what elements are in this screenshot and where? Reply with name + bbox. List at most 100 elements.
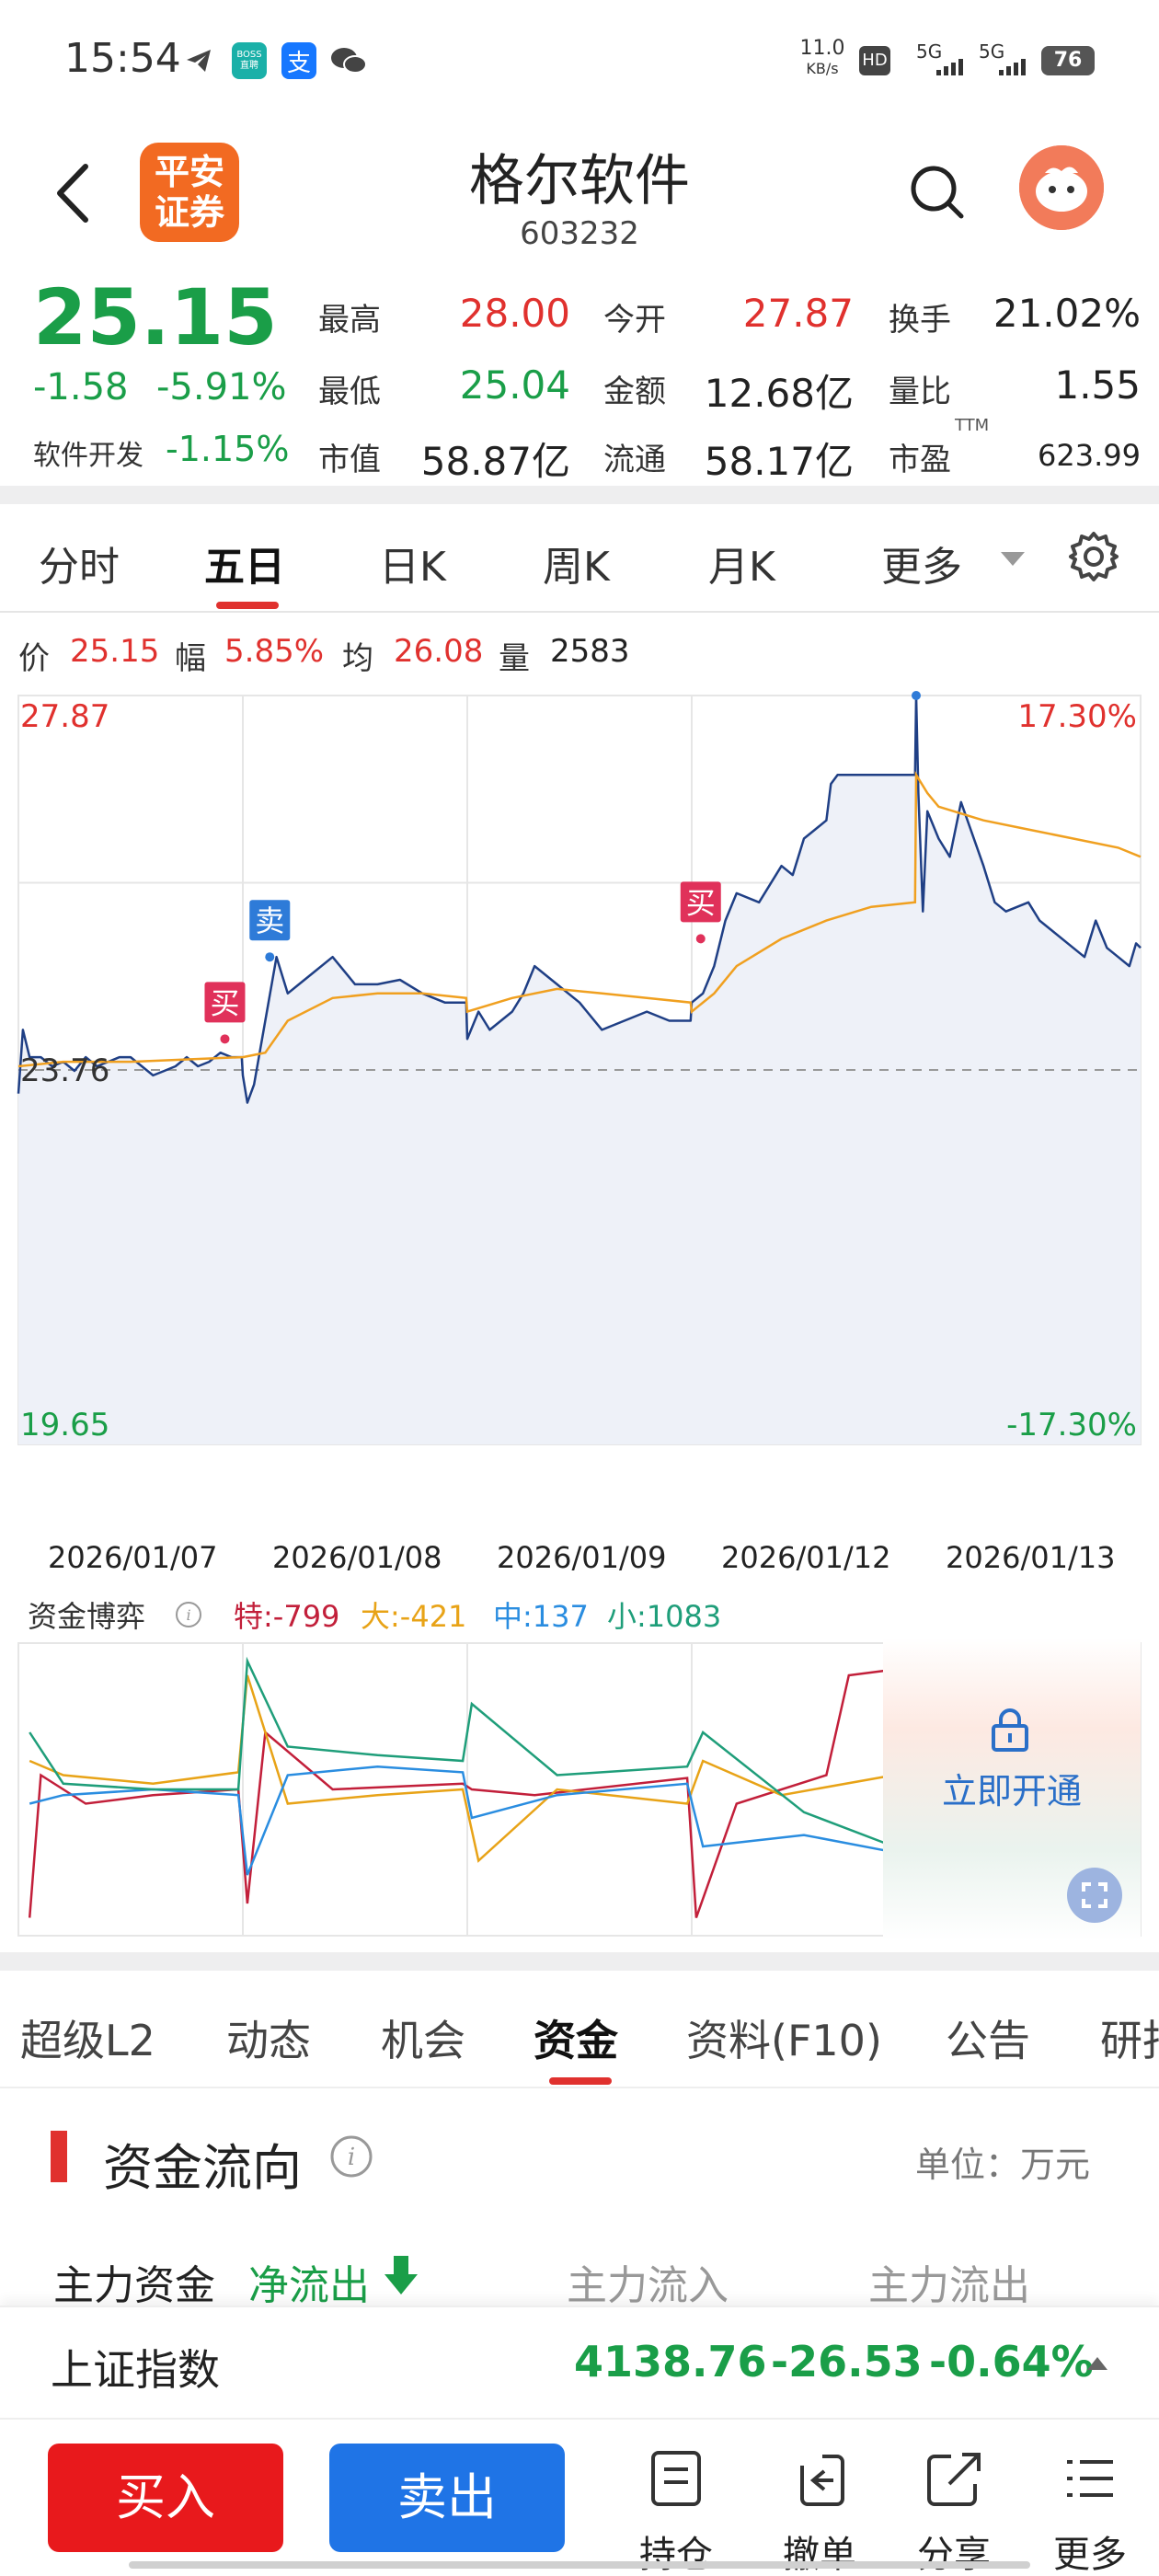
index-ticker-bar[interactable] <box>0 2306 1159 2418</box>
info-avg: 26.08 <box>394 633 484 670</box>
pe-ttm-sup: TTM <box>955 416 990 435</box>
quote-label: 最高 <box>318 302 381 339</box>
fund-line-xiao <box>29 1656 895 1848</box>
chart-tab[interactable]: 日K <box>379 544 446 591</box>
detail-tabs-divider <box>0 2087 1159 2088</box>
sell-marker: 卖 <box>912 691 921 700</box>
quote-label: 市盈 <box>889 442 951 478</box>
document-icon <box>651 2451 701 2506</box>
chart-settings-button[interactable] <box>1067 530 1120 587</box>
sector-label[interactable]: 软件开发 <box>33 440 143 472</box>
index-value: 4138.76 <box>574 2337 767 2386</box>
quote-label: 金额 <box>603 374 666 410</box>
info-price: 25.15 <box>70 633 160 670</box>
assistant-avatar[interactable] <box>1019 145 1104 230</box>
sell-button[interactable]: 卖出 <box>329 2444 565 2552</box>
fund-xiao: 小:1083 <box>607 1599 722 1634</box>
active-detail-tab-indicator <box>549 2077 612 2085</box>
menu-icon <box>1067 2460 1113 2497</box>
fund-line-te <box>28 1668 894 1918</box>
detail-tab[interactable]: 机会 <box>381 2016 465 2065</box>
unlock-panel[interactable]: 立即开通 <box>883 1638 1141 1941</box>
net2-label: 5G <box>979 40 1005 63</box>
marker-dot <box>912 691 921 700</box>
date-label: 2026/01/09 <box>497 1540 667 1575</box>
assistant-mascot-icon <box>1019 145 1104 230</box>
price-area <box>18 696 1141 1444</box>
hd-icon: HD <box>859 46 890 75</box>
signal-1-icon: 5G <box>916 40 971 77</box>
net1-label: 5G <box>916 40 943 63</box>
net-outflow-label: 净流出 <box>248 2262 370 2309</box>
detail-tab[interactable]: 超级L2 <box>20 2016 155 2065</box>
avg-price-line <box>17 770 1142 1068</box>
back-button[interactable] <box>51 161 97 225</box>
detail-tab[interactable]: 资料(F10) <box>686 2016 882 2065</box>
quote-value: 58.87亿 <box>420 439 570 484</box>
marker-label: 卖 <box>255 903 284 938</box>
y-min-label: 19.65 <box>20 1407 109 1443</box>
info-icon[interactable]: i <box>175 1601 202 1632</box>
broker-logo[interactable]: 平安 证券 <box>140 143 239 242</box>
sector-change[interactable]: -1.15% <box>166 429 290 469</box>
expand-icon <box>1082 1882 1107 1908</box>
buy-marker: 买 <box>680 881 721 944</box>
triangle-down-icon <box>1001 552 1025 566</box>
expand-up-icon[interactable] <box>1085 2355 1109 2375</box>
detail-tab[interactable]: 研报 <box>1100 2016 1159 2065</box>
buy-button[interactable]: 买入 <box>48 2444 283 2552</box>
detail-tab[interactable]: 动态 <box>226 2016 311 2065</box>
price-change-pct: -5.91% <box>156 366 287 408</box>
search-button[interactable] <box>906 161 970 225</box>
info-vol: 2583 <box>550 633 630 670</box>
chart-tab[interactable]: 周K <box>543 544 610 591</box>
chart-tab[interactable]: 五日 <box>204 544 285 591</box>
status-bar: 15:54 BOSS 直聘 支 11.0 KB/s HD 5G 5G 76 <box>0 0 1159 120</box>
chart-tab[interactable]: 分时 <box>39 544 120 591</box>
cancel-order-button[interactable]: 撤单 <box>769 2447 870 2576</box>
info-vol-label: 量 <box>499 640 530 677</box>
section-divider-2 <box>0 1952 1159 1971</box>
quote-value: 1.55 <box>1054 362 1141 408</box>
position-label: 持仓 <box>639 2534 713 2576</box>
pct-max-label: 17.30% <box>1017 698 1137 735</box>
current-price: 25.15 <box>33 272 278 362</box>
more-dropdown-icon[interactable] <box>999 550 1027 572</box>
arrow-down-icon <box>383 2254 419 2300</box>
signal-2-icon: 5G <box>979 40 1034 77</box>
chart-tab[interactable]: 月K <box>708 544 775 591</box>
quote-label: 今开 <box>603 302 666 339</box>
gear-icon <box>1069 532 1119 581</box>
fund-game-chart <box>17 1642 1142 1937</box>
main-fund-label: 主力资金 <box>53 2262 215 2309</box>
sell-marker: 卖 <box>249 900 291 962</box>
quote-label: 换手 <box>889 302 951 339</box>
undo-icon <box>800 2455 844 2506</box>
svg-text:i: i <box>186 1606 190 1624</box>
quote-value: 28.00 <box>459 291 570 336</box>
fund-chart-frame <box>17 1642 1142 1937</box>
more-button[interactable]: 更多 <box>1039 2447 1141 2576</box>
date-label: 2026/01/12 <box>721 1540 891 1575</box>
home-indicator <box>129 2561 1030 2569</box>
telegram-icon <box>184 46 213 75</box>
fund-zhong: 中:137 <box>493 1599 589 1634</box>
quote-value: 623.99 <box>1038 438 1141 473</box>
share-button[interactable]: 分享 <box>903 2447 1004 2576</box>
chart-tab[interactable]: 更多 <box>881 544 962 591</box>
position-button[interactable]: 持仓 <box>625 2447 727 2576</box>
quote-value: 27.87 <box>742 291 854 336</box>
fund-flow-info-icon[interactable]: i <box>329 2134 373 2182</box>
expand-button[interactable] <box>1067 1868 1122 1923</box>
detail-tab[interactable]: 公告 <box>946 2016 1030 2065</box>
active-tab-indicator <box>216 602 279 609</box>
detail-tab[interactable]: 资金 <box>534 2016 618 2065</box>
info-price-label: 价 <box>18 640 50 677</box>
marker-box <box>680 881 721 923</box>
unlock-label[interactable]: 立即开通 <box>941 1771 1082 1811</box>
marker-box <box>249 900 291 941</box>
buy-marker: 买 <box>204 982 246 1044</box>
prev-close-label: 23.76 <box>20 1052 109 1089</box>
